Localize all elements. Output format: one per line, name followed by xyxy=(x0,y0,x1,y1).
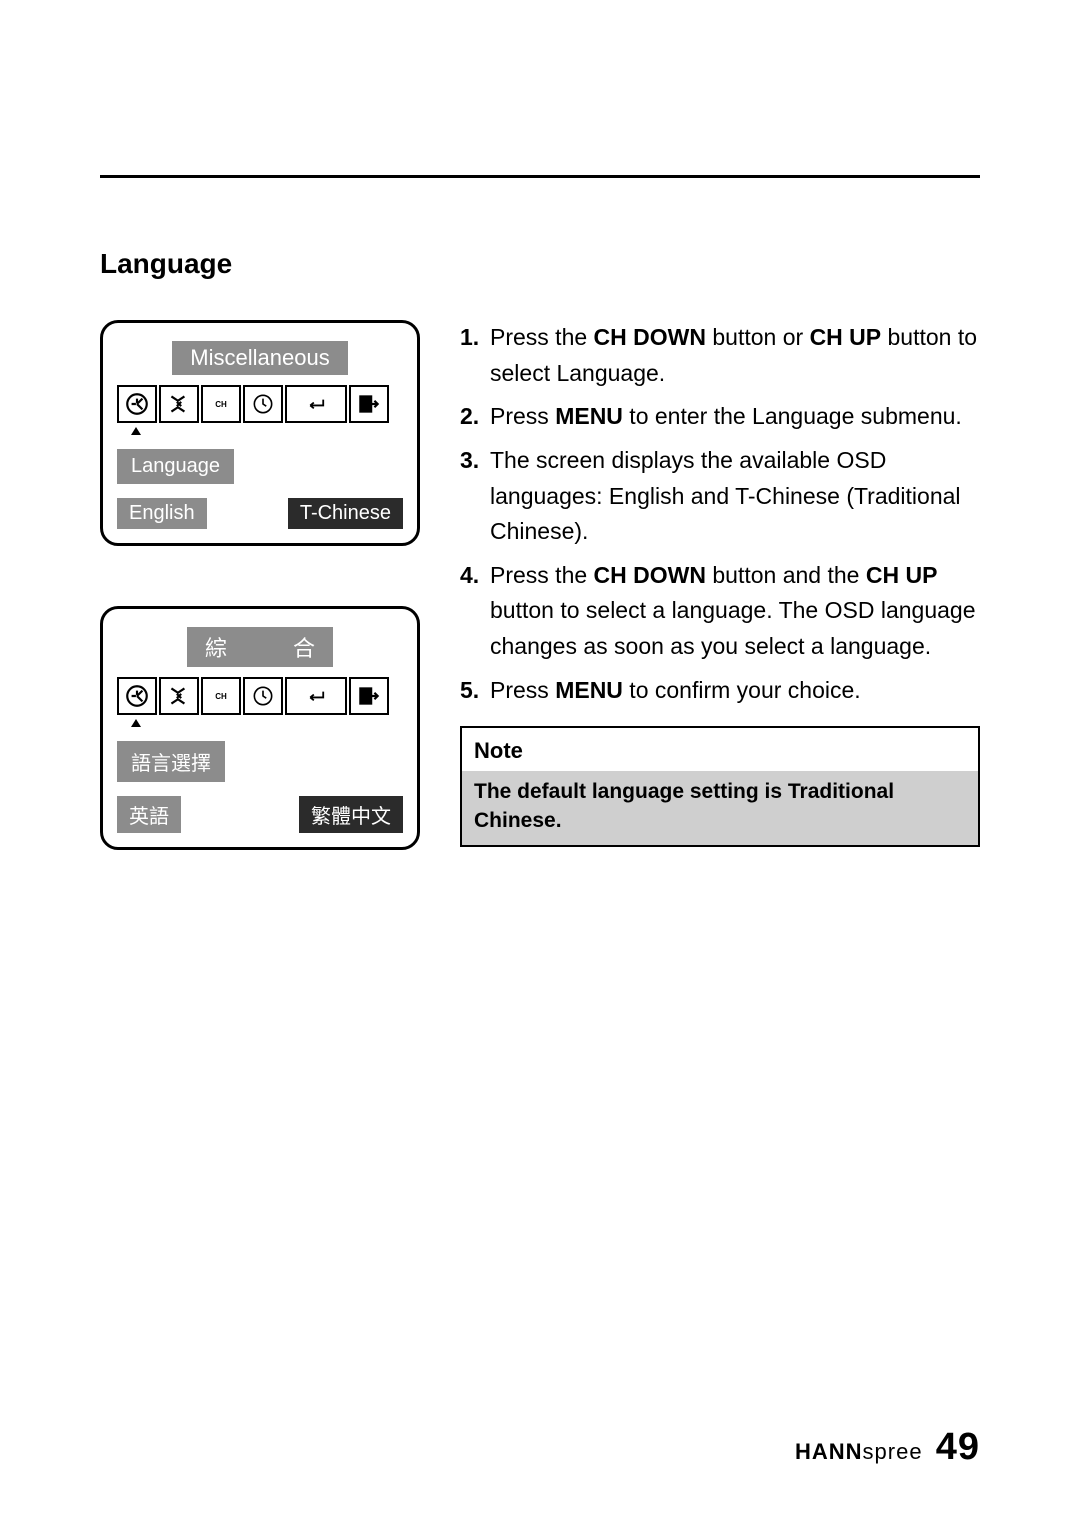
osd-option-tchinese: T-Chinese xyxy=(288,498,403,529)
step-text: Press xyxy=(490,677,555,703)
note-body: The default language setting is Traditio… xyxy=(462,771,978,846)
step-text: button to select a language. The OSD lan… xyxy=(490,597,975,659)
step-bold: MENU xyxy=(555,677,623,703)
step-text: button or xyxy=(706,324,810,350)
osd-submenu-label: Language xyxy=(117,449,234,484)
step-bold: CH DOWN xyxy=(594,562,706,588)
exit-icon xyxy=(349,677,389,715)
step-text: to confirm your choice. xyxy=(623,677,861,703)
osd-submenu-label-cn: 語言選擇 xyxy=(117,741,225,782)
brand-rest: spree xyxy=(863,1439,923,1464)
picture-icon xyxy=(117,385,157,423)
channel-icon: CH xyxy=(201,677,241,715)
osd-icon-row-cn: CH xyxy=(117,677,403,715)
osd-screenshot-english: Miscellaneous CH xyxy=(100,320,420,546)
note-heading: Note xyxy=(462,728,978,770)
step-bold: CH UP xyxy=(810,324,882,350)
note-box: Note The default language setting is Tra… xyxy=(460,726,980,847)
osd-option-english: English xyxy=(117,498,207,529)
exit-icon xyxy=(349,385,389,423)
osd-option-english-cn: 英語 xyxy=(117,796,181,833)
section-title: Language xyxy=(100,248,980,280)
content-columns: Miscellaneous CH xyxy=(100,320,980,910)
left-column: Miscellaneous CH xyxy=(100,320,420,910)
audio-icon xyxy=(159,385,199,423)
audio-icon xyxy=(159,677,199,715)
step-4: Press the CH DOWN button and the CH UP b… xyxy=(460,558,980,665)
step-bold: CH UP xyxy=(866,562,938,588)
timer-icon xyxy=(243,385,283,423)
instruction-list: Press the CH DOWN button or CH UP button… xyxy=(460,320,980,708)
step-bold: CH DOWN xyxy=(594,324,706,350)
step-bold: MENU xyxy=(555,403,623,429)
timer-icon xyxy=(243,677,283,715)
channel-icon: CH xyxy=(201,385,241,423)
step-2: Press MENU to enter the Language submenu… xyxy=(460,399,980,435)
page-footer: HANNspree 49 xyxy=(795,1426,980,1469)
step-text: to enter the Language submenu. xyxy=(623,403,962,429)
page-number: 49 xyxy=(936,1426,980,1468)
brand-bold: HANN xyxy=(795,1439,863,1464)
osd-icon-row: CH xyxy=(117,385,403,423)
osd-title-cn: 綜 合 xyxy=(187,627,333,667)
step-text: Press the xyxy=(490,324,594,350)
return-icon xyxy=(285,677,347,715)
picture-icon xyxy=(117,677,157,715)
step-1: Press the CH DOWN button or CH UP button… xyxy=(460,320,980,391)
osd-option-row-cn: 英語 繁體中文 xyxy=(117,796,403,833)
caret-indicator xyxy=(117,429,403,439)
osd-screenshot-chinese: 綜 合 CH xyxy=(100,606,420,850)
step-text: Press the xyxy=(490,562,594,588)
step-5: Press MENU to confirm your choice. xyxy=(460,673,980,709)
manual-page: Language Miscellaneous CH xyxy=(0,0,1080,1529)
top-rule xyxy=(100,175,980,178)
step-3: The screen displays the available OSD la… xyxy=(460,443,980,550)
return-icon xyxy=(285,385,347,423)
right-column: Press the CH DOWN button or CH UP button… xyxy=(460,320,980,910)
step-text: button and the xyxy=(706,562,866,588)
osd-title: Miscellaneous xyxy=(172,341,347,375)
osd-option-tchinese-cn: 繁體中文 xyxy=(299,796,403,833)
caret-indicator xyxy=(117,721,403,731)
step-text: Press xyxy=(490,403,555,429)
osd-option-row: English T-Chinese xyxy=(117,498,403,529)
step-text: The screen displays the available OSD la… xyxy=(490,447,961,544)
